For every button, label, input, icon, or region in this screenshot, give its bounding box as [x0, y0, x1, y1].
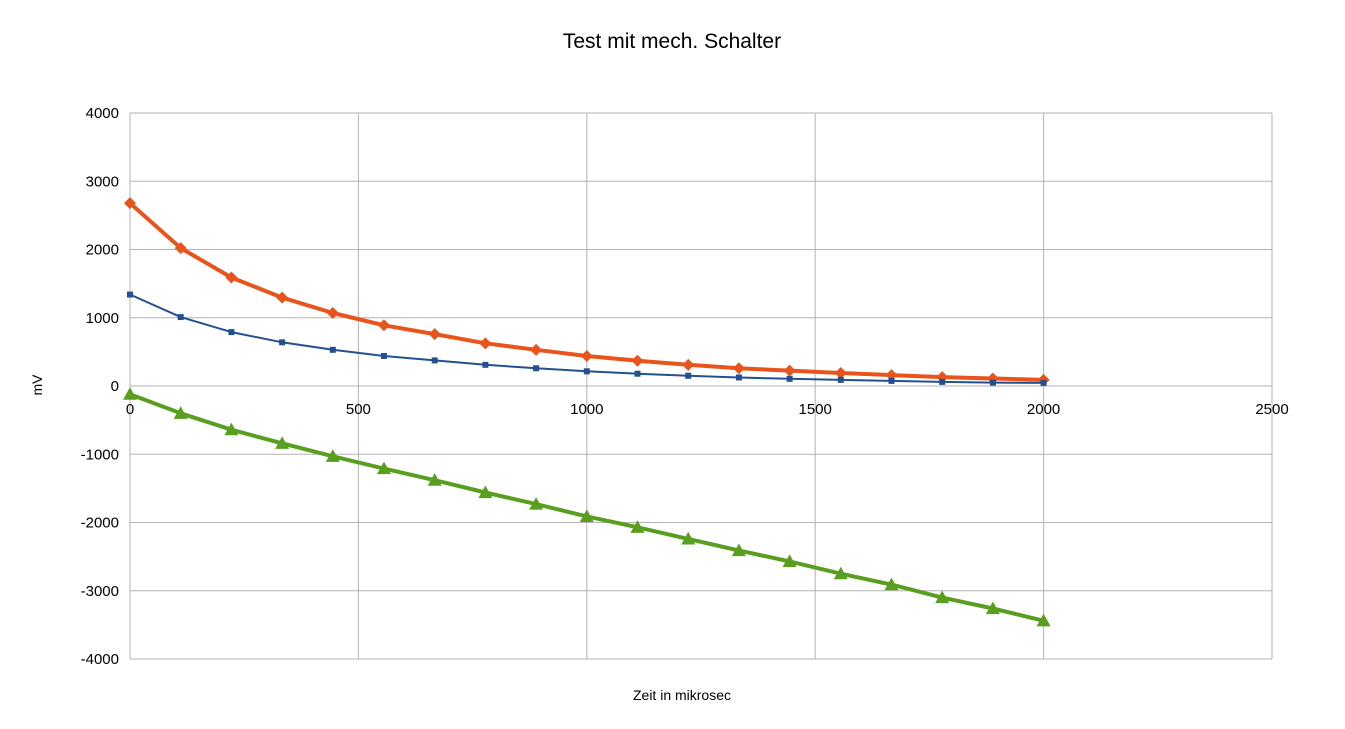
- x-tick-label: 1000: [570, 401, 603, 418]
- y-axis-label: mV: [29, 374, 45, 396]
- data-point: [177, 314, 184, 321]
- y-tick-label: 1000: [86, 310, 119, 327]
- data-point: [427, 473, 442, 486]
- data-point: [377, 319, 390, 332]
- x-tick-label: 2000: [1027, 401, 1060, 418]
- data-point: [989, 379, 996, 386]
- data-point: [529, 497, 544, 510]
- x-tick-label: 500: [346, 401, 371, 418]
- chart-title: Test mit mech. Schalter: [563, 30, 781, 53]
- data-point: [786, 375, 793, 382]
- x-axis-ticks: 0 500 1000 1500 2000 2500: [126, 401, 1289, 418]
- data-point: [735, 374, 742, 381]
- data-point: [732, 362, 745, 375]
- data-point: [681, 531, 696, 545]
- x-tick-label: 1500: [799, 401, 832, 418]
- data-point: [224, 422, 239, 436]
- x-axis-label: Zeit in mikrosec: [633, 687, 731, 703]
- data-point: [275, 436, 290, 449]
- y-tick-label: 4000: [86, 105, 119, 122]
- data-point: [685, 372, 692, 379]
- grid: [129, 112, 1273, 660]
- data-point: [376, 461, 391, 475]
- y-tick-label: -4000: [81, 651, 119, 668]
- data-point: [479, 337, 492, 350]
- data-point: [482, 361, 489, 368]
- y-tick-label: 3000: [86, 173, 119, 190]
- y-tick-label: 2000: [86, 242, 119, 259]
- y-tick-label: 0: [111, 378, 119, 395]
- data-point: [834, 367, 847, 380]
- data-point: [783, 364, 796, 377]
- data-point: [1040, 379, 1047, 386]
- data-point: [478, 485, 493, 499]
- data-series: [123, 197, 1051, 627]
- series-2: [127, 291, 1047, 386]
- data-point: [634, 370, 641, 377]
- x-tick-label: 2500: [1255, 401, 1288, 418]
- y-tick-label: -3000: [81, 583, 119, 600]
- series-3: [123, 387, 1051, 627]
- data-point: [579, 509, 594, 522]
- data-point: [431, 357, 438, 364]
- data-point: [731, 543, 746, 557]
- data-point: [174, 242, 187, 255]
- data-point: [124, 197, 136, 210]
- data-point: [935, 590, 950, 604]
- data-point: [583, 368, 590, 375]
- data-point: [173, 406, 188, 419]
- data-point: [837, 376, 844, 383]
- data-point: [428, 328, 441, 341]
- data-point: [580, 349, 593, 362]
- data-point: [380, 352, 387, 359]
- x-tick-label: 0: [126, 401, 134, 418]
- data-point: [123, 387, 137, 400]
- data-point: [276, 291, 289, 304]
- data-point: [985, 601, 1000, 615]
- data-point: [326, 306, 339, 319]
- data-point: [530, 343, 543, 356]
- y-tick-label: -2000: [81, 515, 119, 532]
- data-point: [228, 329, 235, 336]
- data-point: [939, 378, 946, 385]
- data-point: [225, 271, 238, 284]
- data-point: [888, 377, 895, 384]
- data-point: [682, 358, 695, 371]
- y-axis-ticks: 4000 3000 2000 1000 0 -1000 -2000 -3000 -4000: [81, 105, 119, 668]
- data-point: [279, 339, 286, 346]
- data-point: [329, 346, 336, 353]
- data-point: [782, 554, 797, 568]
- data-point: [127, 291, 133, 298]
- data-point: [533, 365, 540, 372]
- data-point: [325, 449, 340, 462]
- data-point: [630, 520, 645, 533]
- data-point: [631, 354, 644, 367]
- y-tick-label: -1000: [81, 446, 119, 463]
- data-point: [884, 577, 899, 591]
- data-point: [833, 566, 848, 580]
- series-1: [124, 197, 1050, 386]
- data-point: [1036, 613, 1051, 627]
